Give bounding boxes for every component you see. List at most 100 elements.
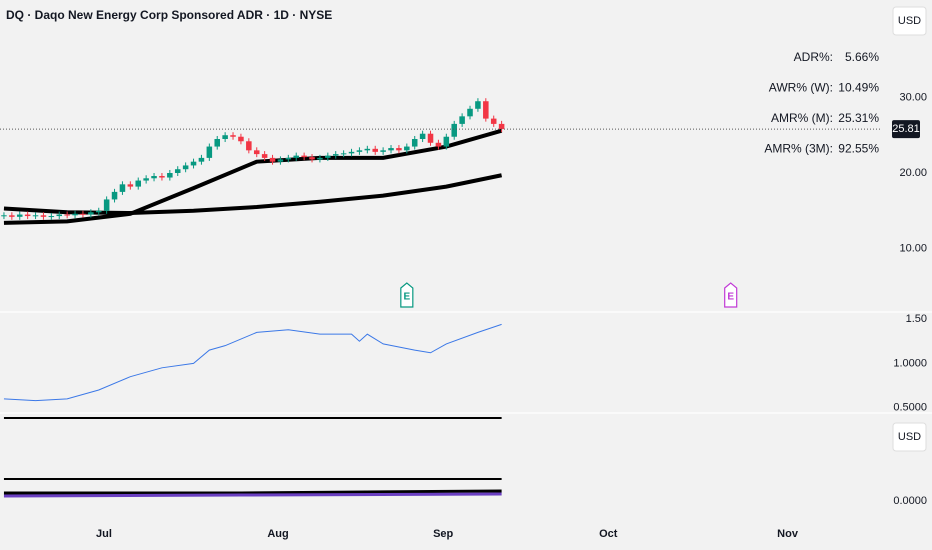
earnings-marker <box>400 282 414 308</box>
candle-body <box>159 176 165 178</box>
candle-body <box>411 139 418 147</box>
candle-body <box>332 154 339 156</box>
candle-body <box>261 154 268 158</box>
candle-body <box>325 155 331 158</box>
candle-body <box>95 210 102 213</box>
candle-body <box>396 148 402 151</box>
stat-label: AMR% (M): <box>771 111 833 125</box>
candle-body <box>451 123 457 137</box>
stat-label: ADR%: <box>794 50 833 64</box>
candle-body <box>340 153 347 155</box>
candle-body <box>277 159 284 162</box>
y-tick-label: 1.0000 <box>893 357 927 369</box>
candle-body <box>246 141 252 151</box>
candle-body <box>80 213 86 215</box>
candle-body <box>467 108 473 117</box>
candle-body <box>498 123 505 130</box>
candle-body <box>427 133 434 143</box>
last-price-label: 25.81 <box>892 123 920 135</box>
candle-body <box>475 101 481 109</box>
earnings-label: E <box>403 292 410 303</box>
candle-body <box>356 150 363 152</box>
candle-body <box>230 135 236 137</box>
y-tick-label: 30.00 <box>899 91 927 103</box>
candle-body <box>419 133 426 140</box>
candle-body <box>348 151 355 154</box>
candle-body <box>135 180 142 187</box>
x-tick-label: Aug <box>267 528 288 540</box>
candle-body <box>380 150 386 152</box>
chart-title: DQ · Daqo New Energy Corp Sponsored ADR … <box>6 8 332 22</box>
candle-body <box>364 148 371 151</box>
candle-body <box>238 136 244 142</box>
candle-body <box>174 169 181 173</box>
candle-body <box>443 136 450 147</box>
x-tick-label: Jul <box>96 528 112 540</box>
y-tick-label: 0.0000 <box>893 495 927 507</box>
candle-body <box>483 101 489 119</box>
last-price-box <box>892 120 920 139</box>
candle-body <box>127 184 134 187</box>
candle-body <box>404 146 410 151</box>
y-tick-label: 10.00 <box>899 242 927 254</box>
candle-body <box>56 214 63 217</box>
candle-body <box>214 139 220 147</box>
stat-label: AWR% (W): <box>769 81 833 95</box>
candle-body <box>119 184 126 192</box>
candle-body <box>222 135 228 140</box>
series-line <box>3 323 502 402</box>
candle-body <box>293 155 299 158</box>
candle-body <box>151 176 157 179</box>
candle-body <box>388 148 394 151</box>
candle-body <box>206 146 213 158</box>
stat-value: 92.55% <box>838 142 879 156</box>
currency-box[interactable] <box>892 422 927 452</box>
candle-body <box>269 157 276 162</box>
candle-body <box>253 150 260 155</box>
moving-average <box>3 128 503 225</box>
y-tick-label: 1.50 <box>906 313 927 325</box>
earnings-label: E <box>727 292 734 303</box>
candle-body <box>490 118 497 124</box>
currency-label: USD <box>898 431 921 443</box>
candle-body <box>103 199 110 211</box>
candle-body <box>459 116 465 124</box>
candle-body <box>317 157 323 160</box>
candle-body <box>167 172 173 178</box>
candle-body <box>198 157 205 162</box>
candle-body <box>143 178 149 181</box>
candle-body <box>285 157 292 160</box>
candle-body <box>301 155 307 158</box>
stat-value: 5.66% <box>845 50 879 64</box>
stat-value: 10.49% <box>838 81 879 95</box>
candle-body <box>88 212 94 215</box>
y-tick-label: 20.00 <box>899 167 927 179</box>
x-tick-label: Nov <box>777 528 799 540</box>
candle-body <box>111 191 118 200</box>
candle-body <box>32 215 39 217</box>
candle-body <box>182 165 189 170</box>
series-line <box>3 489 502 495</box>
candle-body <box>372 148 378 152</box>
series-line <box>3 492 502 498</box>
candle-body <box>64 214 70 216</box>
candle-body <box>24 214 31 217</box>
earnings-marker <box>724 282 738 308</box>
candle-body <box>72 213 78 216</box>
stat-label: AMR% (3M): <box>764 142 833 156</box>
candle-body <box>1 215 7 217</box>
candle-body <box>435 142 442 147</box>
currency-label: USD <box>898 15 921 27</box>
candle-body <box>9 215 15 217</box>
currency-box[interactable] <box>892 6 927 36</box>
x-tick-label: Oct <box>599 528 618 540</box>
candle-body <box>40 215 47 217</box>
candle-body <box>16 214 23 217</box>
x-tick-label: Sep <box>433 528 453 540</box>
candle-body <box>309 157 315 160</box>
candle-body <box>190 161 197 166</box>
y-tick-label: 0.5000 <box>893 402 927 414</box>
candle-body <box>48 216 55 218</box>
